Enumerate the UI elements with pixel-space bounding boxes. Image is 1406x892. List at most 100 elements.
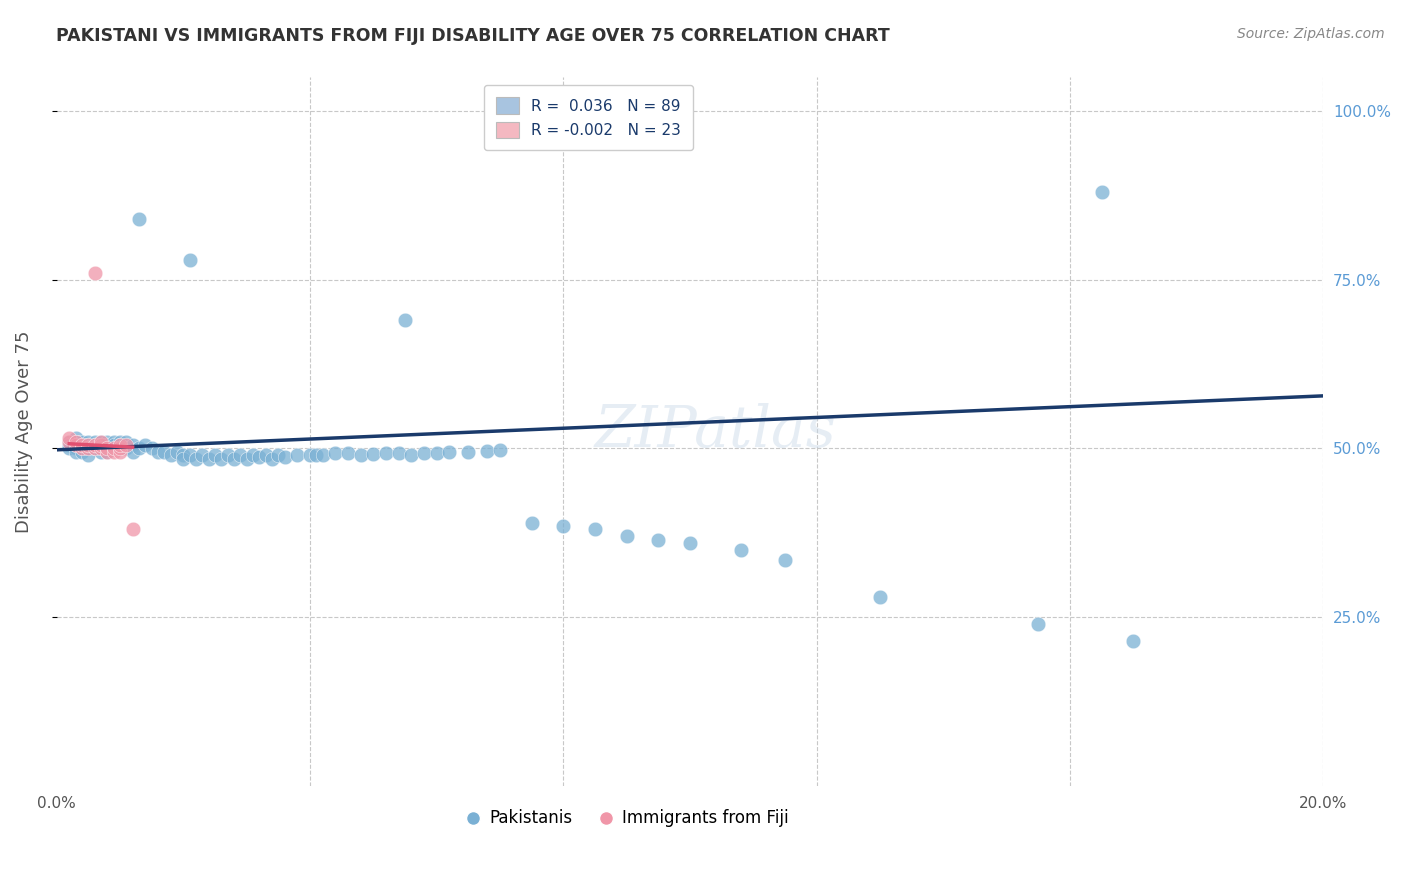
Point	[457, 445, 479, 459]
Point	[217, 448, 239, 462]
Point	[65, 442, 87, 456]
Point	[349, 448, 371, 462]
Point	[65, 438, 87, 452]
Point	[83, 438, 105, 452]
Point	[90, 438, 112, 452]
Point	[179, 252, 201, 267]
Point	[65, 445, 87, 459]
Point	[583, 523, 606, 537]
Point	[58, 434, 80, 449]
Point	[134, 438, 156, 452]
Point	[489, 442, 512, 457]
Point	[247, 450, 270, 464]
Y-axis label: Disability Age Over 75: Disability Age Over 75	[15, 330, 32, 533]
Point	[553, 519, 575, 533]
Point	[77, 442, 100, 456]
Point	[141, 442, 163, 456]
Point	[229, 448, 252, 462]
Point	[70, 442, 93, 456]
Point	[197, 451, 219, 466]
Point	[58, 434, 80, 449]
Point	[361, 447, 384, 461]
Point	[103, 434, 125, 449]
Point	[273, 450, 295, 464]
Point	[96, 445, 118, 459]
Point	[65, 438, 87, 452]
Point	[58, 438, 80, 452]
Point	[77, 438, 100, 452]
Point	[1122, 633, 1144, 648]
Point	[77, 448, 100, 462]
Point	[184, 451, 207, 466]
Point	[172, 448, 194, 462]
Point	[103, 445, 125, 459]
Point	[90, 434, 112, 449]
Point	[108, 434, 131, 449]
Point	[108, 442, 131, 456]
Point	[298, 448, 321, 462]
Point	[520, 516, 543, 530]
Point	[65, 434, 87, 449]
Point	[128, 442, 150, 456]
Point	[679, 536, 702, 550]
Point	[77, 434, 100, 449]
Legend: Pakistanis, Immigrants from Fiji: Pakistanis, Immigrants from Fiji	[457, 803, 796, 834]
Point	[1091, 185, 1114, 199]
Point	[90, 434, 112, 449]
Point	[285, 448, 308, 462]
Point	[121, 445, 143, 459]
Point	[108, 445, 131, 459]
Point	[146, 445, 169, 459]
Point	[103, 438, 125, 452]
Point	[222, 451, 245, 466]
Point	[115, 442, 138, 456]
Point	[179, 448, 201, 462]
Point	[260, 451, 283, 466]
Point	[426, 446, 449, 460]
Point	[477, 443, 499, 458]
Point	[121, 523, 143, 537]
Point	[58, 442, 80, 456]
Point	[90, 445, 112, 459]
Point	[267, 448, 290, 462]
Point	[311, 448, 333, 462]
Point	[103, 442, 125, 456]
Text: Source: ZipAtlas.com: Source: ZipAtlas.com	[1237, 27, 1385, 41]
Point	[869, 590, 891, 604]
Point	[65, 434, 87, 449]
Point	[616, 529, 638, 543]
Point	[65, 431, 87, 445]
Point	[153, 445, 176, 459]
Point	[70, 438, 93, 452]
Point	[336, 446, 359, 460]
Point	[647, 533, 669, 547]
Point	[77, 438, 100, 452]
Point	[242, 448, 264, 462]
Point	[108, 438, 131, 452]
Point	[108, 438, 131, 452]
Text: PAKISTANI VS IMMIGRANTS FROM FIJI DISABILITY AGE OVER 75 CORRELATION CHART: PAKISTANI VS IMMIGRANTS FROM FIJI DISABI…	[56, 27, 890, 45]
Point	[96, 442, 118, 456]
Point	[96, 434, 118, 449]
Point	[70, 438, 93, 452]
Point	[83, 442, 105, 456]
Point	[159, 448, 181, 462]
Point	[413, 446, 436, 460]
Point	[83, 438, 105, 452]
Point	[166, 445, 188, 459]
Point	[58, 431, 80, 445]
Point	[90, 438, 112, 452]
Point	[323, 446, 346, 460]
Point	[96, 438, 118, 452]
Point	[305, 448, 328, 462]
Point	[115, 438, 138, 452]
Point	[83, 442, 105, 456]
Point	[439, 445, 461, 459]
Point	[121, 438, 143, 452]
Point	[128, 212, 150, 227]
Point	[374, 446, 396, 460]
Point	[204, 448, 226, 462]
Point	[90, 442, 112, 456]
Point	[191, 448, 214, 462]
Point	[96, 445, 118, 459]
